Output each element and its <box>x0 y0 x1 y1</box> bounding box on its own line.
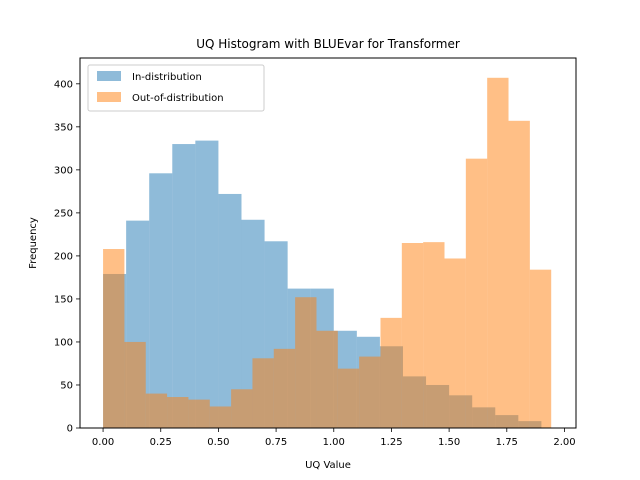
histogram-bar-in-distribution <box>195 140 219 428</box>
y-tick-label: 0 <box>67 424 73 435</box>
y-tick-label: 50 <box>60 380 73 391</box>
histogram-bar-out-of-distribution <box>337 368 360 428</box>
x-axis-ticks: 0.00 0.25 0.50 0.75 1.00 1.25 1.50 1.75 2.00 <box>92 428 576 448</box>
histogram-bar-in-distribution <box>172 144 196 429</box>
x-tick-label: 1.00 <box>323 437 345 448</box>
y-axis-ticks: 0 50 100 150 200 250 300 350 400 <box>54 79 80 435</box>
histogram-bar-out-of-distribution <box>444 258 466 428</box>
histogram-bar-out-of-distribution <box>188 399 210 428</box>
y-tick-label: 350 <box>54 122 73 133</box>
x-tick-label: 2.00 <box>553 437 575 448</box>
legend: In-distribution Out-of-distribution <box>87 64 265 112</box>
legend-box <box>87 64 265 112</box>
x-tick-label: 0.25 <box>150 437 172 448</box>
y-tick-label: 250 <box>54 208 73 219</box>
x-axis-title: UQ Value <box>305 460 351 471</box>
histogram-bar-in-distribution <box>149 173 173 428</box>
histogram-bar-out-of-distribution <box>359 356 381 428</box>
y-axis-title: Frequency <box>28 217 39 269</box>
histogram-bar-out-of-distribution <box>529 269 552 428</box>
histogram-bar-in-distribution <box>218 193 242 428</box>
histogram-bar-out-of-distribution <box>295 297 317 428</box>
plot-frame <box>79 57 577 429</box>
legend-swatch-out-of-distribution <box>97 92 121 102</box>
histogram-bar-out-of-distribution <box>465 158 488 429</box>
histogram-bar-out-of-distribution <box>273 348 296 428</box>
histogram-bar-out-of-distribution <box>167 397 189 428</box>
histogram-bar-out-of-distribution <box>380 317 402 428</box>
x-tick-label: 1.25 <box>380 437 402 448</box>
histogram-bar-out-of-distribution <box>231 389 253 428</box>
histogram-bar-out-of-distribution <box>316 330 338 428</box>
chart-title: UQ Histogram with BLUEvar for Transforme… <box>196 37 460 51</box>
y-tick-label: 100 <box>54 337 73 348</box>
x-tick-label: 0.00 <box>92 437 114 448</box>
histogram-bar-out-of-distribution <box>145 393 168 428</box>
y-tick-label: 150 <box>54 294 73 305</box>
histogram-bar-out-of-distribution <box>423 242 445 428</box>
x-tick-label: 0.75 <box>265 437 287 448</box>
x-tick-label: 1.75 <box>496 437 518 448</box>
y-tick-label: 400 <box>54 79 73 90</box>
bars-layer <box>103 77 552 429</box>
legend-swatch-in-distribution <box>97 71 121 81</box>
histogram-bar-out-of-distribution <box>508 120 530 428</box>
x-tick-label: 1.50 <box>438 437 460 448</box>
histogram-bar-out-of-distribution <box>124 341 146 428</box>
histogram-bar-out-of-distribution <box>209 406 232 428</box>
histogram-bar-out-of-distribution <box>103 249 125 428</box>
y-tick-label: 200 <box>54 251 73 262</box>
y-tick-label: 300 <box>54 165 73 176</box>
legend-label-in-distribution: In-distribution <box>132 72 202 83</box>
histogram-bar-out-of-distribution <box>401 243 424 428</box>
legend-label-out-of-distribution: Out-of-distribution <box>132 93 224 104</box>
x-tick-label: 0.50 <box>207 437 229 448</box>
histogram-bar-out-of-distribution <box>252 358 274 428</box>
histogram-bar-out-of-distribution <box>487 77 509 428</box>
